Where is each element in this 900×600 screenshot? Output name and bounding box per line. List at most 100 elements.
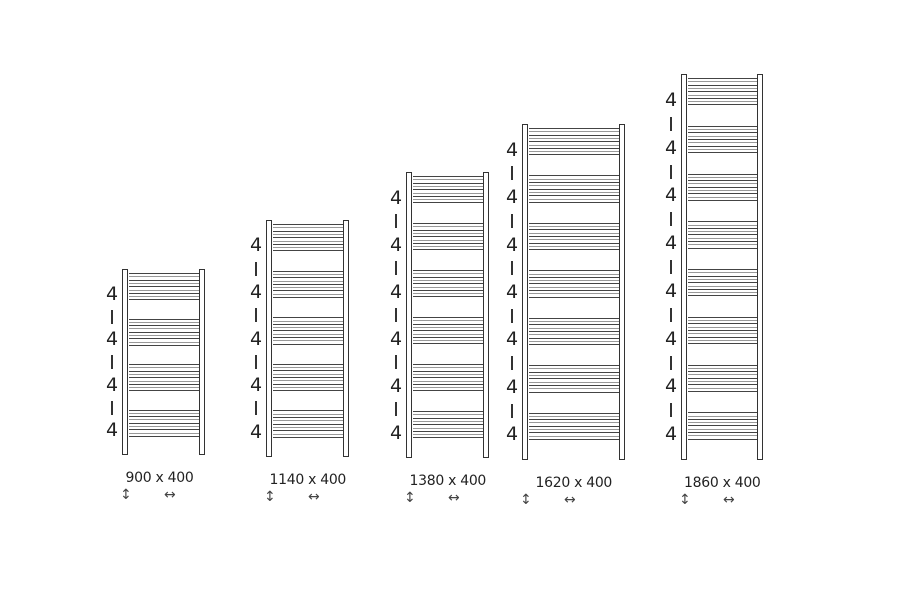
bar-line: [529, 137, 619, 139]
section-count-label: 4: [249, 374, 263, 397]
bar-line: [273, 333, 343, 335]
bar-line: [529, 283, 619, 285]
bar-line: [529, 378, 619, 380]
bar-line: [413, 333, 483, 335]
section-separator: [255, 401, 257, 416]
bar-line: [529, 340, 619, 342]
bar-line: [413, 437, 483, 439]
bar-line: [413, 185, 483, 187]
bar-line: [273, 320, 343, 322]
bar-line: [129, 299, 199, 301]
bar-line: [413, 242, 483, 244]
size-caption: 1620 x 400: [535, 475, 613, 491]
bar-line: [129, 429, 199, 431]
bar-line: [413, 417, 483, 419]
section-count-label: 4: [389, 233, 403, 256]
bar-line: [413, 377, 483, 379]
bar-line: [273, 273, 343, 275]
bar-line: [413, 387, 483, 389]
section-count-label: 4: [505, 375, 519, 398]
bar-line: [529, 242, 619, 244]
bar-line: [529, 131, 619, 133]
height-arrow-icon: ↕: [404, 490, 416, 506]
size-caption: 1380 x 400: [409, 473, 487, 489]
bar-line: [273, 420, 343, 422]
bar-line: [688, 241, 757, 243]
bar-line: [413, 373, 483, 375]
bar-line: [688, 97, 757, 99]
bar-line: [688, 377, 757, 379]
bar-line: [273, 233, 343, 235]
bar-line: [529, 330, 619, 332]
right-post: [483, 172, 489, 458]
bar-line: [129, 370, 199, 372]
section-count-label: 4: [664, 375, 678, 398]
section-count-label: 4: [505, 233, 519, 256]
section-separator: [670, 260, 672, 274]
bar-line: [413, 276, 483, 278]
bar-line: [688, 381, 757, 382]
bar-line: [273, 237, 343, 239]
bar-line: [413, 367, 483, 369]
bar-line: [273, 410, 343, 412]
bar-line: [688, 231, 757, 233]
bar-line: [688, 94, 757, 96]
bar-line: [273, 383, 343, 385]
bar-line: [688, 196, 757, 198]
bar-line: [273, 323, 343, 325]
bar-line: [129, 335, 199, 336]
bar-line: [413, 273, 483, 275]
section-count-label: 4: [664, 327, 678, 350]
bar-line: [529, 249, 619, 251]
bar-line: [273, 243, 343, 245]
bar-line: [273, 297, 343, 298]
bar-line: [529, 438, 619, 440]
bar-line: [129, 325, 199, 327]
width-arrow-icon: ↔: [564, 492, 576, 508]
bar-line: [529, 412, 619, 414]
bar-line: [688, 390, 757, 392]
section-separator: [255, 308, 257, 323]
bar-line: [413, 246, 483, 248]
bar-line: [273, 423, 343, 425]
bar-line: [129, 273, 199, 274]
bar-line: [688, 278, 757, 280]
bar-line: [529, 134, 619, 136]
bar-line: [273, 426, 343, 428]
section-separator: [670, 307, 672, 322]
height-arrow-icon: ↕: [120, 487, 132, 503]
bar-line: [688, 152, 757, 154]
bar-line: [413, 286, 483, 288]
section-separator: [395, 402, 397, 416]
bar-line: [273, 367, 343, 369]
bar-line: [529, 151, 619, 153]
bar-line: [688, 367, 757, 369]
bar-line: [688, 247, 757, 249]
bar-line: [688, 432, 757, 434]
bar-line: [529, 236, 619, 238]
bar-line: [529, 415, 619, 417]
bar-line: [529, 429, 619, 431]
bar-line: [413, 414, 483, 416]
bar-line: [129, 390, 199, 392]
bar-line: [688, 292, 757, 294]
bar-line: [273, 386, 343, 388]
bar-line: [688, 148, 757, 150]
bar-line: [529, 365, 619, 367]
bar-line: [129, 435, 199, 437]
bar-line: [529, 188, 619, 190]
bar-line: [413, 279, 483, 281]
bar-line: [273, 247, 343, 249]
bar-line: [688, 244, 757, 246]
bar-line: [688, 333, 757, 335]
section-separator: [111, 400, 113, 415]
bar-line: [129, 380, 199, 382]
bar-line: [413, 223, 483, 224]
bar-line: [129, 331, 199, 333]
bar-line: [129, 383, 199, 385]
bar-line: [129, 419, 199, 421]
bar-line: [273, 283, 343, 285]
bar-line: [413, 390, 483, 392]
section-count-label: 4: [664, 184, 678, 207]
bar-line: [688, 320, 757, 322]
